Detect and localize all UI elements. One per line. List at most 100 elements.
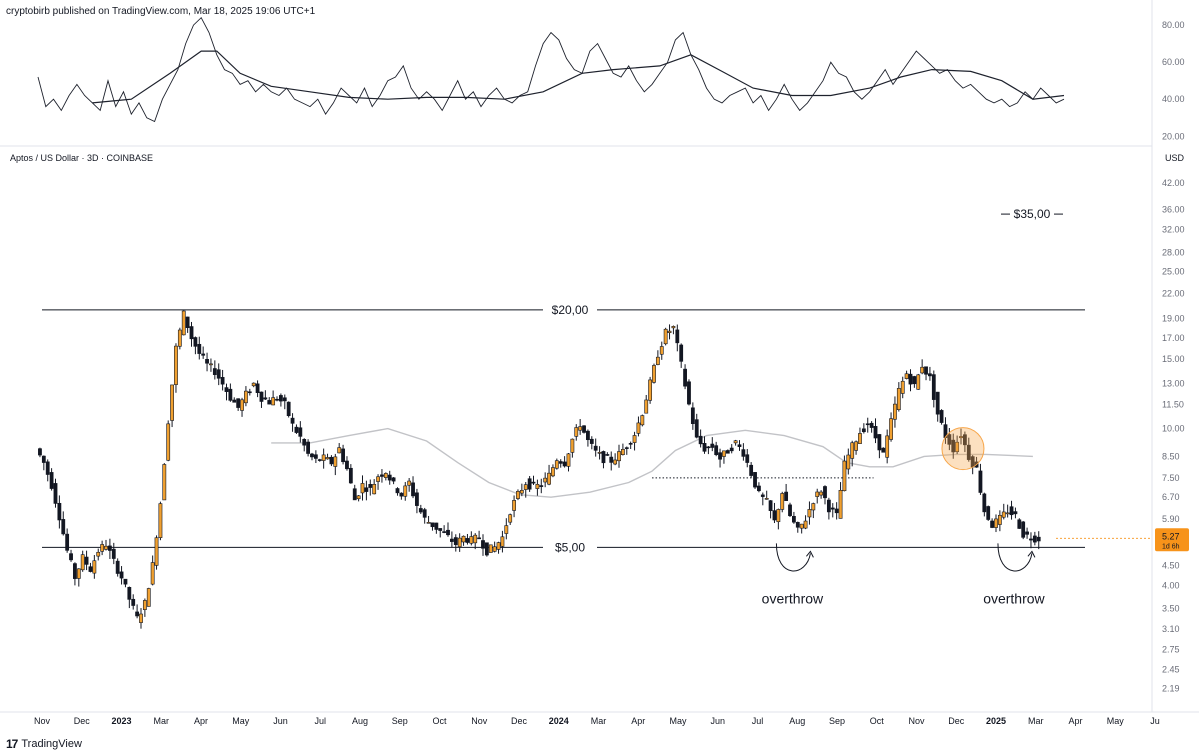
candle-up <box>360 483 365 494</box>
time-tick-label: May <box>669 716 687 726</box>
candle-down <box>298 427 303 437</box>
tradingview-logo: 17 <box>6 737 18 751</box>
candle-down <box>924 366 928 375</box>
candle-down <box>694 419 699 438</box>
time-tick-label: Oct <box>432 716 447 726</box>
candle-down <box>380 474 384 477</box>
candle-up <box>333 456 338 467</box>
candle-up <box>240 399 244 411</box>
candle-down <box>415 492 419 506</box>
candle-up <box>80 554 85 571</box>
candle-down <box>84 556 89 565</box>
candle-down <box>69 553 73 561</box>
oscillator-signal-line <box>92 50 1065 104</box>
time-tick-label: Dec <box>948 716 965 726</box>
time-tick-label: Nov <box>471 716 488 726</box>
candle-down <box>127 586 132 600</box>
candle-down <box>760 494 765 497</box>
candle-down <box>982 493 987 513</box>
candle-up <box>337 447 342 454</box>
candle-down <box>1036 536 1041 542</box>
candle-down <box>449 538 454 542</box>
candle-down <box>193 337 198 347</box>
candle-down <box>729 447 734 452</box>
candle-up <box>920 366 925 374</box>
candle-down <box>593 445 598 451</box>
candle-down <box>446 529 450 536</box>
time-tick-label: Jun <box>273 716 288 726</box>
time-tick-label: Aug <box>789 716 805 726</box>
candle-down <box>275 398 279 401</box>
candle-up <box>780 493 785 510</box>
candle-up <box>620 449 625 455</box>
candle-down <box>123 578 128 585</box>
price-tick-label: 2.45 <box>1162 664 1180 674</box>
candle-down <box>294 426 299 433</box>
candle-down <box>628 443 633 445</box>
last-price-badge <box>1155 528 1189 552</box>
candle-down <box>745 454 750 463</box>
candle-down <box>784 491 789 501</box>
candle-down <box>477 537 482 540</box>
time-tick-label: Aug <box>352 716 368 726</box>
time-tick-label: May <box>232 716 250 726</box>
price-tick-label: 17.00 <box>1162 333 1185 343</box>
candle-down <box>228 388 233 401</box>
candle-up <box>811 503 816 511</box>
candle-down <box>255 383 260 393</box>
candle-down <box>966 444 971 460</box>
level-label-bg <box>543 301 597 317</box>
candle-down <box>481 540 485 549</box>
candle-down <box>119 571 124 579</box>
level-label-bg <box>543 539 597 555</box>
candle-up <box>158 503 163 538</box>
candle-down <box>438 528 443 531</box>
highlight-circle <box>941 427 985 471</box>
candle-up <box>776 509 781 523</box>
time-tick-label: 2025 <box>986 716 1006 726</box>
candle-down <box>442 531 447 533</box>
target-label: $35,00 <box>1014 207 1051 221</box>
candle-down <box>341 448 345 463</box>
candle-up <box>100 544 105 552</box>
candle-up <box>76 568 81 579</box>
candle-down <box>683 368 687 387</box>
candle-up <box>885 435 890 458</box>
candle-up <box>904 373 909 379</box>
candle-up <box>139 613 143 623</box>
time-tick-label: Sep <box>829 716 845 726</box>
candle-up <box>104 545 108 550</box>
candle-up <box>535 484 540 489</box>
candle-down <box>718 452 722 460</box>
candle-up <box>799 523 804 529</box>
candle-down <box>586 430 590 441</box>
candle-down <box>582 425 586 433</box>
price-tick-label: 19.00 <box>1162 314 1185 324</box>
last-price-countdown: 1d 6h <box>1162 543 1180 550</box>
overthrow-arrow <box>997 543 1033 572</box>
candle-up <box>177 329 182 347</box>
candle-up <box>578 426 583 431</box>
candle-down <box>706 446 711 449</box>
candle-up <box>655 356 660 365</box>
candle-down <box>881 447 886 453</box>
candle-up <box>819 491 824 496</box>
candle-down <box>61 519 66 535</box>
candle-down <box>484 542 489 556</box>
osc-tick-label: 40.00 <box>1162 94 1185 104</box>
candle-up <box>356 495 361 500</box>
price-tick-label: 28.00 <box>1162 247 1185 257</box>
candle-up <box>488 544 493 553</box>
price-tick-label: 7.50 <box>1162 473 1180 483</box>
candle-down <box>912 376 917 385</box>
candle-up <box>154 537 159 566</box>
candle-up <box>997 514 1002 525</box>
candle-down <box>135 611 140 617</box>
candle-down <box>861 428 866 433</box>
candle-down <box>107 545 112 551</box>
candle-down <box>939 410 944 423</box>
time-tick-label: Jul <box>752 716 764 726</box>
candle-down <box>605 454 610 456</box>
level-label: $5,00 <box>555 540 585 554</box>
